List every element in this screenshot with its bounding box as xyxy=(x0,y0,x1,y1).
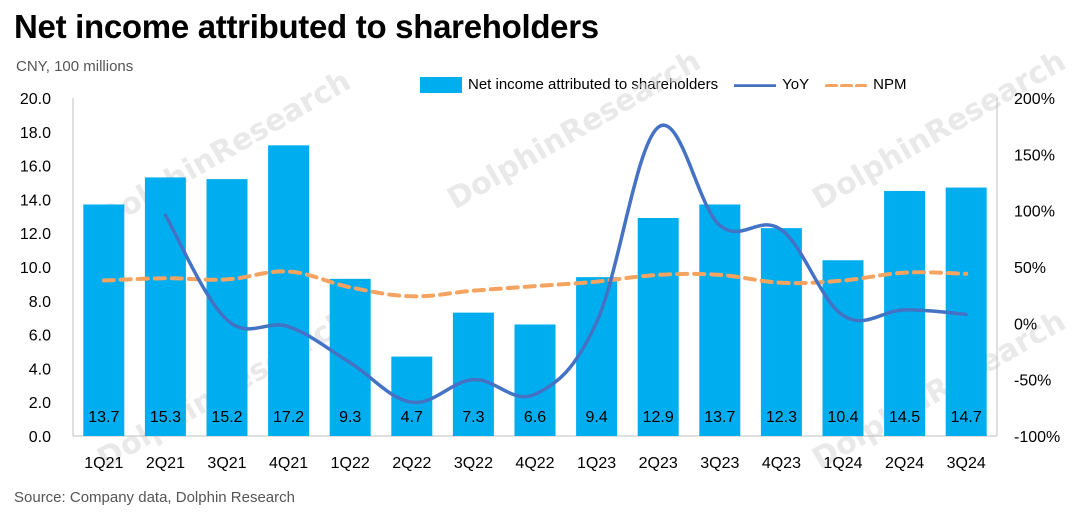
bar-data-label: 4.7 xyxy=(401,409,423,426)
bar-data-label: 9.4 xyxy=(585,409,607,426)
bar-data-label: 13.7 xyxy=(704,409,735,426)
left-tick-label: 0.0 xyxy=(29,429,51,446)
right-tick-label: -50% xyxy=(1014,373,1051,390)
x-tick-label: 3Q21 xyxy=(207,455,246,472)
x-tick-label: 3Q22 xyxy=(454,455,493,472)
left-tick-label: 2.0 xyxy=(29,395,51,412)
right-tick-label: 0% xyxy=(1014,316,1037,333)
x-tick-label: 2Q22 xyxy=(392,455,431,472)
x-tick-label: 2Q23 xyxy=(639,455,678,472)
left-tick-label: 12.0 xyxy=(20,226,51,243)
left-tick-label: 8.0 xyxy=(29,294,51,311)
bar-data-label: 10.4 xyxy=(827,409,858,426)
legend-swatch-yoy xyxy=(734,83,777,87)
x-tick-label: 1Q22 xyxy=(331,455,370,472)
left-tick-label: 20.0 xyxy=(20,91,51,108)
bar xyxy=(699,204,741,436)
right-tick-label: 50% xyxy=(1014,260,1046,277)
bar-data-label: 14.5 xyxy=(889,409,920,426)
bar-data-label: 12.9 xyxy=(643,409,674,426)
yoy-series-line xyxy=(163,123,968,405)
bar xyxy=(329,278,371,436)
x-tick-label: 4Q23 xyxy=(762,455,801,472)
x-tick-label: 1Q24 xyxy=(823,455,862,472)
legend-item-npm: NPM xyxy=(825,76,906,93)
legend-item-yoy: YoY xyxy=(734,76,809,93)
left-tick-label: 14.0 xyxy=(20,192,51,209)
left-tick-label: 6.0 xyxy=(29,328,51,345)
bar xyxy=(637,217,679,436)
legend-swatch-bar xyxy=(420,76,462,93)
legend-label-npm: NPM xyxy=(873,76,907,93)
npm-series-line xyxy=(101,269,969,299)
watermark: DolphinResearch xyxy=(442,44,707,217)
x-tick-label: 1Q23 xyxy=(577,455,616,472)
x-tick-label: 4Q22 xyxy=(515,455,554,472)
left-tick-label: 4.0 xyxy=(29,361,51,378)
right-tick-label: 200% xyxy=(1014,91,1055,108)
chart-subtitle: CNY, 100 millions xyxy=(16,58,134,75)
bar xyxy=(514,324,556,436)
bar xyxy=(144,177,186,436)
x-tick-label: 3Q23 xyxy=(700,455,739,472)
chart-legend: Net income attributed to shareholders Yo… xyxy=(420,76,922,93)
watermark: DolphinResearch xyxy=(807,44,1072,217)
right-tick-label: 150% xyxy=(1014,147,1055,164)
bar-data-label: 17.2 xyxy=(273,409,304,426)
x-tick-label: 1Q21 xyxy=(84,455,123,472)
x-tick-label: 3Q24 xyxy=(947,455,986,472)
x-tick-label: 2Q21 xyxy=(146,455,185,472)
watermark-text: DolphinResearch xyxy=(442,44,707,217)
legend-label-yoy: YoY xyxy=(782,76,810,93)
bar xyxy=(268,145,310,436)
left-tick-label: 18.0 xyxy=(20,125,51,142)
legend-item-net-income: Net income attributed to shareholders xyxy=(420,76,718,93)
chart-title: Net income attributed to shareholders xyxy=(14,8,599,45)
x-tick-label: 2Q24 xyxy=(885,455,924,472)
bar xyxy=(576,277,618,436)
bar-data-label: 15.2 xyxy=(211,409,242,426)
bar xyxy=(83,204,125,436)
right-tick-label: 100% xyxy=(1014,204,1055,221)
bar-data-label: 6.6 xyxy=(524,409,546,426)
bar-data-label: 15.3 xyxy=(150,409,181,426)
right-tick-label: -100% xyxy=(1014,429,1060,446)
bar-data-label: 13.7 xyxy=(88,409,119,426)
left-tick-label: 10.0 xyxy=(20,260,51,277)
bar xyxy=(206,179,248,436)
bar xyxy=(822,260,864,436)
bar-data-label: 14.7 xyxy=(951,409,982,426)
bar-data-label: 7.3 xyxy=(462,409,484,426)
bar xyxy=(452,312,494,436)
source-note: Source: Company data, Dolphin Research xyxy=(14,489,295,506)
bar-data-label: 9.3 xyxy=(339,409,361,426)
watermark-text: DolphinResearch xyxy=(807,44,1072,217)
bar-data-label: 12.3 xyxy=(766,409,797,426)
x-tick-label: 4Q21 xyxy=(269,455,308,472)
bar xyxy=(760,228,802,436)
left-tick-label: 16.0 xyxy=(20,159,51,176)
legend-label-net-income: Net income attributed to shareholders xyxy=(468,76,719,93)
legend-swatch-npm xyxy=(825,83,868,87)
